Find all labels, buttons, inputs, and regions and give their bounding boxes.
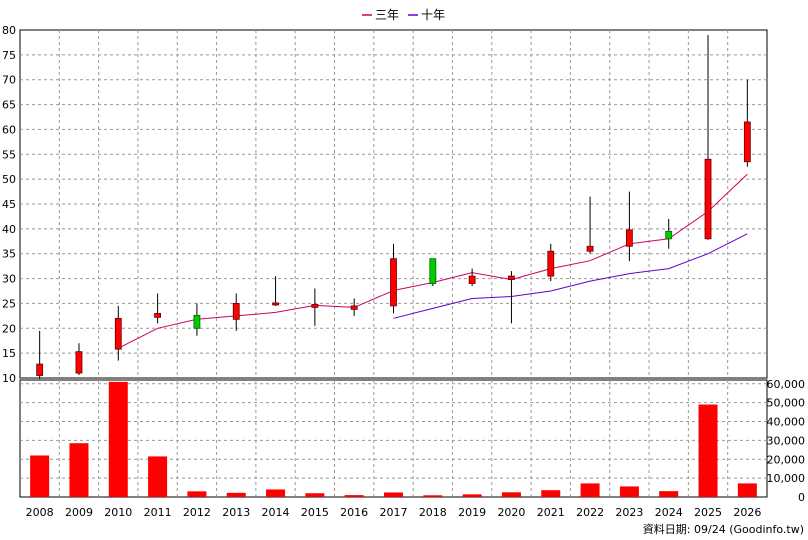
volume-bar bbox=[659, 491, 679, 497]
ma-line-10yr bbox=[393, 233, 748, 319]
x-tick-label: 2013 bbox=[222, 506, 250, 519]
volume-y-tick-label: 20,000 bbox=[767, 453, 806, 466]
price-y-tick-label: 30 bbox=[2, 273, 16, 286]
candle-body bbox=[429, 258, 437, 284]
candle-body bbox=[508, 275, 515, 280]
price-y-tick-label: 10 bbox=[2, 372, 16, 385]
volume-y-tick-label: 40,000 bbox=[767, 416, 806, 429]
price-y-tick-label: 70 bbox=[2, 74, 16, 87]
volume-bar bbox=[698, 404, 718, 497]
candle-body bbox=[193, 314, 201, 329]
price-y-axis: 10 15 20 25 30 35 40 45 50 55 60 65 70 75 80 bbox=[2, 24, 16, 385]
volume-bar bbox=[384, 492, 403, 497]
price-y-tick-label: 20 bbox=[2, 322, 16, 335]
volume-bar bbox=[423, 495, 443, 497]
volume-y-tick-label: 60,000 bbox=[767, 378, 806, 391]
legend: 三年 十年 bbox=[362, 8, 445, 22]
candle-body bbox=[232, 303, 240, 320]
candle-body bbox=[154, 312, 162, 318]
candle-body bbox=[114, 317, 122, 350]
price-y-tick-label: 15 bbox=[2, 347, 16, 360]
volume-plot-area bbox=[19, 379, 768, 498]
candle-body bbox=[350, 305, 358, 310]
price-y-tick-label: 45 bbox=[2, 198, 16, 211]
price-y-tick-label: 60 bbox=[2, 123, 16, 136]
price-y-tick-label: 50 bbox=[2, 173, 16, 186]
volume-y-tick-label: 0 bbox=[798, 491, 805, 504]
x-tick-label: 2016 bbox=[340, 506, 368, 519]
x-tick-label: 2018 bbox=[419, 506, 447, 519]
volume-grid bbox=[20, 380, 767, 497]
legend-label-10yr: 十年 bbox=[421, 8, 445, 22]
volume-bar bbox=[108, 381, 128, 497]
price-y-tick-label: 80 bbox=[2, 24, 16, 37]
x-tick-label: 2025 bbox=[694, 506, 722, 519]
volume-bar bbox=[344, 495, 364, 497]
volume-y-tick-label: 30,000 bbox=[767, 434, 806, 447]
volume-bar bbox=[187, 491, 207, 497]
price-y-tick-label: 55 bbox=[2, 148, 16, 161]
volume-bar bbox=[266, 489, 286, 497]
x-tick-label: 2024 bbox=[655, 506, 683, 519]
price-y-tick-label: 40 bbox=[2, 223, 16, 236]
volume-bar bbox=[30, 455, 50, 497]
candle-body bbox=[586, 245, 594, 252]
volume-bar bbox=[580, 483, 600, 497]
volume-bar bbox=[541, 490, 561, 497]
x-tick-label: 2020 bbox=[497, 506, 525, 519]
x-tick-label: 2009 bbox=[65, 506, 93, 519]
x-tick-label: 2015 bbox=[301, 506, 329, 519]
price-y-tick-label: 35 bbox=[2, 248, 16, 261]
candle-body bbox=[36, 363, 44, 376]
volume-bar bbox=[69, 443, 89, 497]
x-tick-label: 2026 bbox=[733, 506, 761, 519]
x-tick-label: 2023 bbox=[615, 506, 643, 519]
candle-body bbox=[468, 275, 476, 284]
candle-body bbox=[547, 250, 555, 277]
volume-bar bbox=[619, 486, 639, 497]
x-tick-label: 2011 bbox=[144, 506, 172, 519]
volume-y-axis: 0 10,000 20,000 30,000 40,000 50,000 60,000 bbox=[767, 378, 806, 504]
price-y-tick-label: 75 bbox=[2, 49, 16, 62]
x-tick-label: 2014 bbox=[262, 506, 290, 519]
candle-body bbox=[665, 230, 673, 240]
legend-label-3yr: 三年 bbox=[375, 8, 399, 22]
volume-bar bbox=[226, 492, 246, 497]
volume-bar bbox=[501, 492, 521, 497]
price-grid bbox=[20, 30, 767, 378]
volume-bar bbox=[462, 494, 482, 497]
candle-body bbox=[390, 258, 397, 307]
data-date-note: 資料日期: 09/24 (Goodinfo.tw) bbox=[643, 522, 804, 536]
x-tick-label: 2022 bbox=[576, 506, 604, 519]
price-y-tick-label: 25 bbox=[2, 297, 16, 310]
x-tick-label: 2008 bbox=[26, 506, 54, 519]
volume-y-tick-label: 10,000 bbox=[767, 472, 806, 485]
x-tick-label: 2010 bbox=[104, 506, 132, 519]
candle-body bbox=[75, 351, 83, 374]
candle-body bbox=[743, 121, 751, 163]
x-tick-label: 2012 bbox=[183, 506, 211, 519]
candlesticks bbox=[36, 34, 751, 379]
x-tick-label: 2019 bbox=[458, 506, 486, 519]
candle-body bbox=[272, 302, 279, 306]
volume-bar bbox=[737, 483, 757, 497]
candle-body bbox=[625, 229, 633, 247]
x-tick-label: 2021 bbox=[537, 506, 565, 519]
candle-body bbox=[704, 158, 712, 240]
volume-bar bbox=[305, 493, 325, 497]
x-axis: 2008 2009 2010 2011 2012 2013 2014 2015 2016 2017… bbox=[26, 506, 762, 519]
volume-y-tick-label: 50,000 bbox=[767, 397, 806, 410]
price-y-tick-label: 65 bbox=[2, 99, 16, 112]
candle-body bbox=[311, 304, 319, 308]
volume-bars bbox=[30, 381, 757, 497]
x-tick-label: 2017 bbox=[380, 506, 408, 519]
volume-bar bbox=[148, 456, 168, 497]
